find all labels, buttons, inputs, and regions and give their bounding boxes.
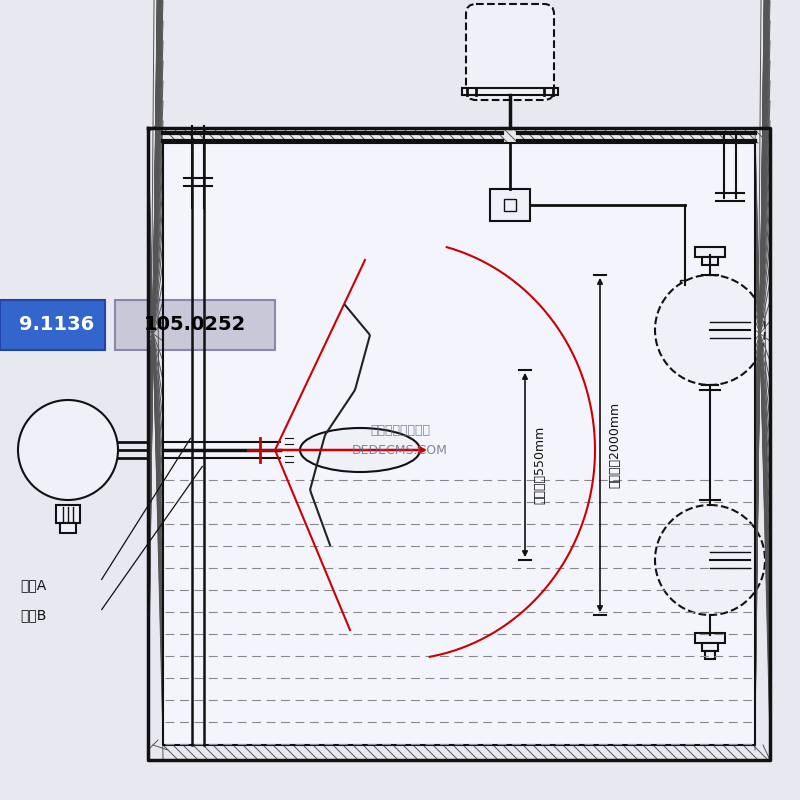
Bar — [60, 523, 76, 533]
Text: 凸缘B: 凸缘B — [20, 608, 46, 622]
FancyBboxPatch shape — [115, 300, 275, 350]
Bar — [504, 199, 516, 211]
Bar — [490, 189, 530, 221]
Text: 最大距离2000mm: 最大距离2000mm — [608, 402, 621, 488]
Bar — [695, 247, 725, 257]
Bar — [702, 257, 718, 265]
Text: 织梦内容管理系统: 织梦内容管理系统 — [370, 423, 430, 437]
Text: 最大距离550mm: 最大距离550mm — [533, 426, 546, 504]
Circle shape — [18, 400, 118, 500]
Bar — [705, 651, 715, 659]
Circle shape — [655, 275, 765, 385]
Bar — [56, 505, 80, 523]
Text: 9.1136: 9.1136 — [19, 315, 94, 334]
Circle shape — [655, 505, 765, 615]
Bar — [680, 280, 690, 290]
Bar — [163, 143, 755, 745]
Text: 法兰A: 法兰A — [20, 578, 46, 592]
Ellipse shape — [300, 428, 420, 472]
Text: DEDECMS.COM: DEDECMS.COM — [352, 443, 448, 457]
Text: 105.0252: 105.0252 — [144, 315, 246, 334]
Bar — [462, 88, 558, 95]
FancyBboxPatch shape — [0, 300, 105, 350]
Bar — [702, 643, 718, 651]
Bar — [695, 633, 725, 643]
FancyBboxPatch shape — [466, 4, 554, 100]
